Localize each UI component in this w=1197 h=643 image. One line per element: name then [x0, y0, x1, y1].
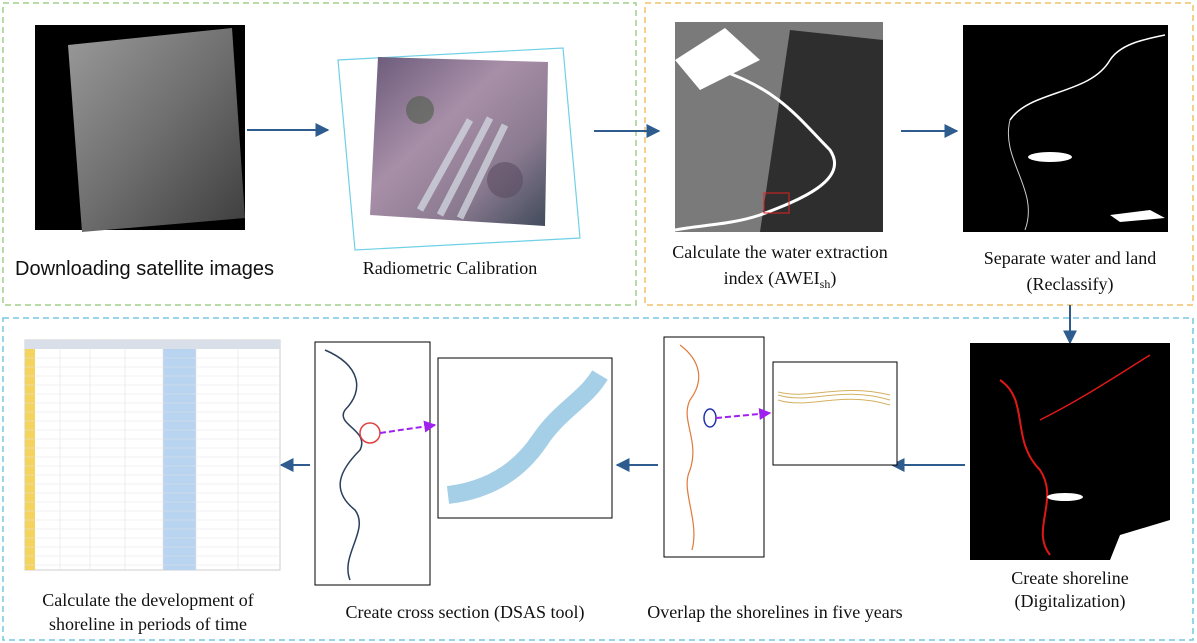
step-label: Separate water and land	[984, 248, 1156, 268]
step-label: Calculate the development of	[42, 590, 253, 610]
step-label: Overlap the shorelines in five years	[647, 602, 902, 622]
step-label: shoreline in periods of time	[49, 614, 247, 634]
step-label: Create shoreline	[1011, 568, 1128, 588]
reclassified-image	[963, 25, 1168, 232]
water-index-image	[675, 22, 883, 232]
label-subscript: sh	[820, 277, 831, 291]
cross-section-image	[315, 342, 612, 585]
step-label: Radiometric Calibration	[363, 258, 537, 278]
overlap-image	[664, 337, 897, 557]
step-label: Downloading satellite images	[15, 258, 274, 280]
label-part: index (AWEI	[724, 268, 820, 289]
label-part: )	[830, 268, 836, 289]
step-label: (Reclassify)	[1027, 274, 1114, 295]
step-label: (Digitalization)	[1015, 591, 1126, 612]
step-label: Calculate the water extraction	[672, 242, 887, 262]
step-label: Create cross section (DSAS tool)	[346, 602, 585, 623]
shoreline-image	[970, 343, 1170, 560]
step-label: index (AWEIsh)	[724, 268, 837, 291]
workflow-diagram: Downloading satellite images Radiometric…	[0, 0, 1197, 643]
attribute-table	[25, 340, 280, 570]
calibrated-image	[338, 48, 580, 250]
satellite-image	[35, 25, 245, 232]
